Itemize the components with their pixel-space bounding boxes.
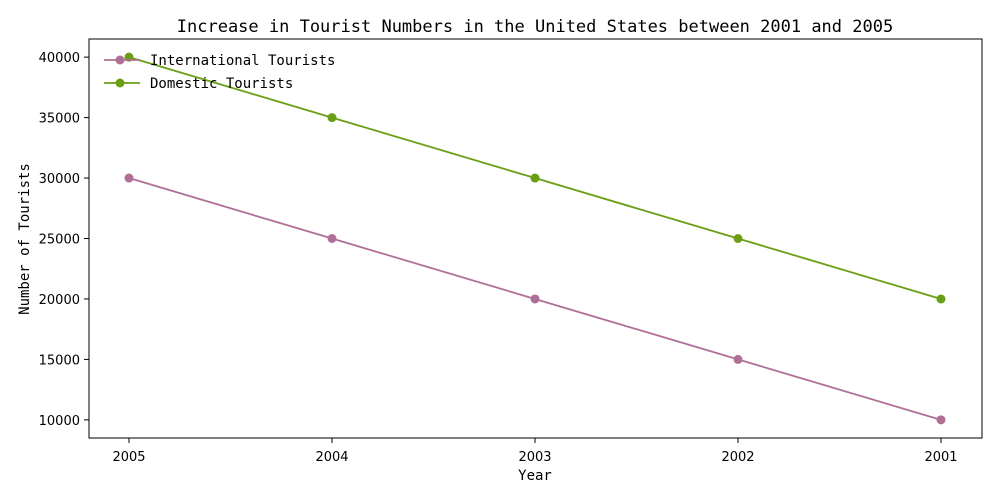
legend: International Tourists Domestic Tourists	[104, 53, 335, 92]
series-international	[124, 173, 946, 425]
x-tick-label: 2002	[721, 450, 754, 465]
x-tick-label: 2004	[315, 450, 348, 465]
y-tick-label: 40000	[39, 51, 80, 66]
data-point	[936, 415, 946, 425]
y-tick-label: 30000	[39, 172, 80, 187]
y-tick-label: 15000	[39, 353, 80, 368]
y-tick-label: 25000	[39, 233, 80, 248]
series-layer	[124, 52, 946, 425]
data-point	[530, 294, 540, 304]
y-tick-label: 20000	[39, 293, 80, 308]
data-point	[124, 173, 134, 183]
y-axis-label: Number of Tourists	[17, 163, 33, 315]
series-domestic	[124, 52, 946, 304]
legend-marker	[115, 78, 125, 88]
y-tick-label: 10000	[39, 414, 80, 429]
data-point	[936, 294, 946, 304]
x-tick-label: 2001	[924, 450, 957, 465]
chart-title: Increase in Tourist Numbers in the Unite…	[177, 17, 893, 37]
y-axis: 10000 15000 20000 25000 30000 35000 40000	[39, 51, 89, 429]
x-axis: 2005 2004 2003 2002 2001	[112, 438, 958, 465]
data-point	[530, 173, 540, 183]
legend-marker	[115, 55, 125, 65]
x-tick-label: 2003	[518, 450, 551, 465]
legend-label: International Tourists	[150, 53, 335, 69]
legend-label: Domestic Tourists	[150, 76, 293, 92]
y-tick-label: 35000	[39, 112, 80, 127]
data-point	[327, 113, 337, 123]
data-point	[733, 234, 743, 243]
x-axis-label: Year	[518, 468, 552, 484]
x-tick-label: 2005	[112, 450, 145, 465]
plot-area	[88, 38, 983, 439]
data-point	[733, 354, 743, 364]
data-point	[327, 234, 337, 243]
